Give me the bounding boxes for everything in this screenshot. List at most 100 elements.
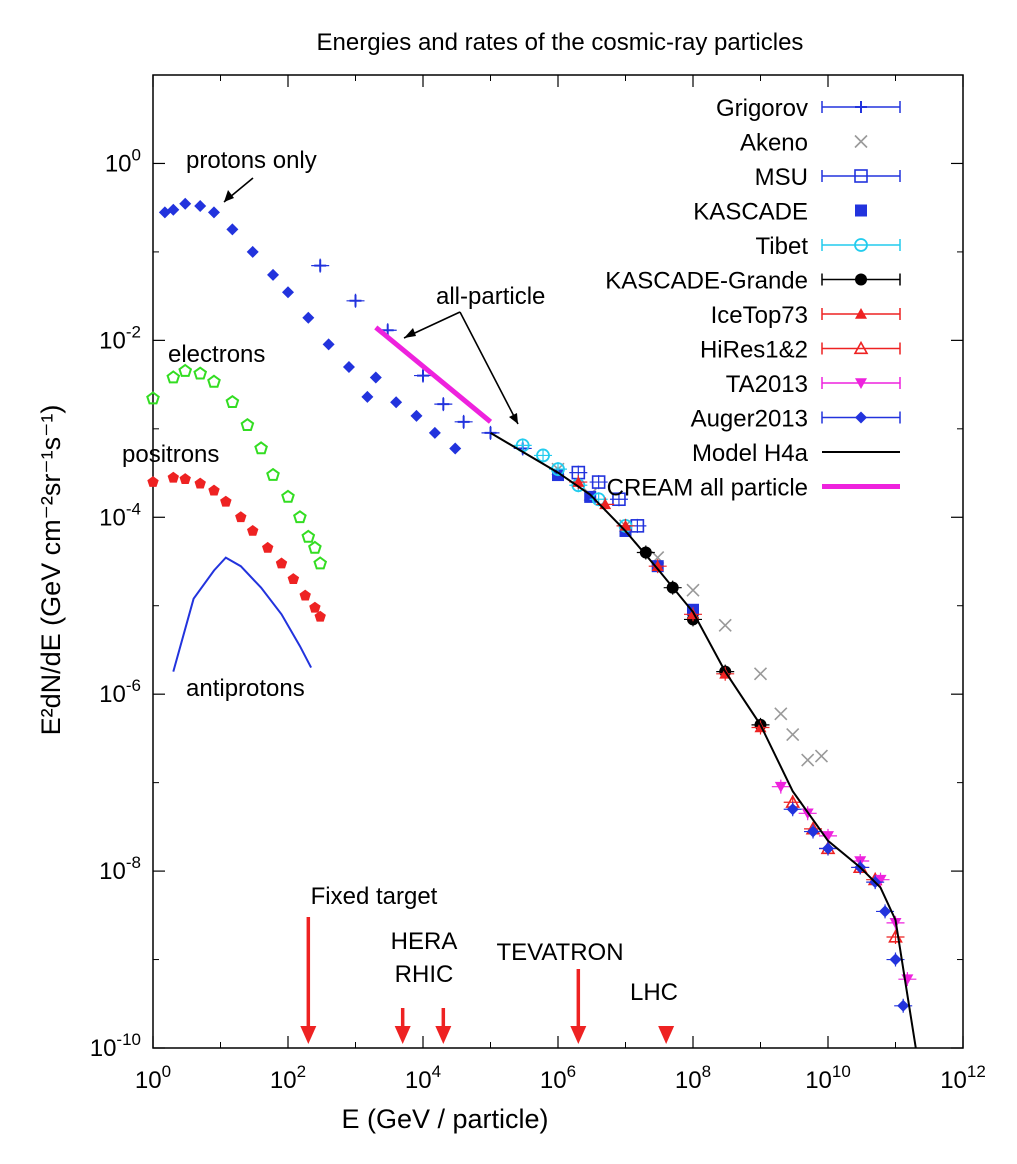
annotations: protons only electrons positrons antiproton… — [122, 147, 678, 1044]
data-point — [786, 803, 799, 816]
data-point — [457, 415, 470, 428]
data-point — [786, 727, 800, 742]
data-point — [484, 426, 497, 439]
legend-swatch — [855, 308, 867, 319]
x-tick-label: 104 — [405, 1062, 441, 1094]
annotation-arrowhead — [224, 190, 234, 202]
data-point — [246, 245, 259, 258]
legend-label: KASCADE-Grande — [605, 268, 808, 295]
data-point — [302, 311, 315, 324]
data-point — [208, 484, 220, 496]
x-tick-label: 108 — [675, 1062, 711, 1094]
data-point — [193, 366, 208, 380]
x-tick-label: 1012 — [940, 1062, 986, 1094]
legend-swatch — [854, 134, 868, 149]
data-point — [207, 374, 221, 388]
data-point — [240, 417, 255, 431]
data-point — [275, 557, 288, 569]
legend: Grigorov Akeno MSU KASCADE Tibet KASCADE-Gran… — [605, 95, 901, 502]
data-point — [889, 953, 902, 966]
data-point — [299, 589, 311, 601]
x-axis-label: E (GeV / particle) — [341, 1104, 548, 1134]
legend-item-model-h4a: Model H4a — [692, 440, 900, 467]
data-point — [262, 541, 274, 553]
series-series-13 — [369, 371, 462, 455]
legend-label: IceTop73 — [711, 302, 808, 329]
data-point — [225, 394, 240, 408]
annotation-electrons: electrons — [168, 341, 265, 368]
data-point — [313, 556, 328, 570]
legend-swatch — [853, 340, 869, 355]
data-point — [686, 583, 700, 597]
accelerator-arrowhead — [435, 1026, 452, 1044]
data-point — [651, 560, 664, 571]
legend-label: Auger2013 — [691, 406, 808, 433]
series-electrons — [146, 363, 328, 570]
accelerator-arrowhead — [300, 1026, 317, 1044]
data-point — [146, 391, 160, 405]
y-tick-label: 10-10 — [90, 1030, 141, 1062]
data-point — [822, 831, 834, 842]
data-point — [309, 601, 321, 613]
legend-label: Tibet — [756, 233, 809, 260]
legend-errorbar — [821, 342, 901, 355]
y-tick-label: 10-8 — [99, 853, 141, 885]
data-point — [612, 492, 626, 507]
series-protons-only — [158, 197, 374, 403]
legend-item-kascade: KASCADE — [693, 199, 867, 226]
data-point — [822, 842, 834, 855]
legend-swatch — [854, 238, 868, 252]
data-point — [179, 473, 191, 484]
chart-title: Energies and rates of the cosmic-ray par… — [317, 29, 804, 56]
legend-item-kascade-grande: KASCADE-Grande — [605, 268, 901, 295]
x-tick-label: 100 — [135, 1062, 171, 1094]
legend-swatch — [855, 378, 867, 389]
data-point — [879, 905, 892, 918]
data-point — [167, 203, 180, 216]
data-point — [369, 371, 382, 384]
annotation-hera: HERA — [391, 928, 458, 955]
data-point — [874, 874, 887, 886]
data-point — [254, 441, 268, 455]
series-line — [172, 556, 312, 672]
series-auger2013 — [783, 802, 913, 1013]
annotation-fixed-target: Fixed target — [311, 883, 438, 910]
data-point — [410, 409, 423, 422]
data-point — [314, 259, 327, 272]
data-point — [226, 223, 239, 236]
annotation-antiprotons: antiprotons — [186, 675, 305, 702]
data-point — [814, 749, 829, 763]
data-point — [235, 511, 247, 523]
data-point — [428, 426, 441, 439]
legend-swatch — [855, 273, 867, 286]
legend-errorbar — [821, 170, 901, 182]
data-point — [207, 206, 220, 219]
x-tick-label: 1010 — [805, 1062, 851, 1094]
data-point — [437, 398, 450, 411]
annotation-lhc: LHC — [630, 979, 678, 1006]
legend-swatch — [855, 411, 867, 424]
legend-item-ta2013: TA2013 — [726, 371, 901, 398]
legend-item-hires1-2: HiRes1&2 — [700, 337, 901, 364]
data-point — [774, 781, 787, 793]
legend-label: Grigorov — [716, 95, 808, 122]
data-point — [314, 610, 326, 622]
legend-label: CREAM all particle — [607, 475, 808, 502]
data-point — [718, 618, 732, 632]
accelerator-arrowhead — [658, 1026, 675, 1044]
series-icetop73 — [569, 475, 770, 735]
annotation-arrowhead — [404, 328, 416, 338]
legend-errorbar — [821, 239, 901, 251]
plot-axes — [152, 74, 964, 1049]
series-kascade-grande — [636, 545, 770, 732]
legend-label: KASCADE — [693, 199, 808, 226]
data-point — [247, 525, 259, 536]
legend-item-grigorov: Grigorov — [716, 95, 901, 122]
tick-labels: 100 102 104 106 108 1010 1012 100 10-2 10-4 10-6 10… — [90, 145, 986, 1094]
data-point — [897, 999, 910, 1012]
series-cream-all-particle — [374, 325, 493, 424]
data-point — [282, 286, 294, 299]
data-point — [287, 573, 300, 584]
data-point — [449, 442, 462, 455]
